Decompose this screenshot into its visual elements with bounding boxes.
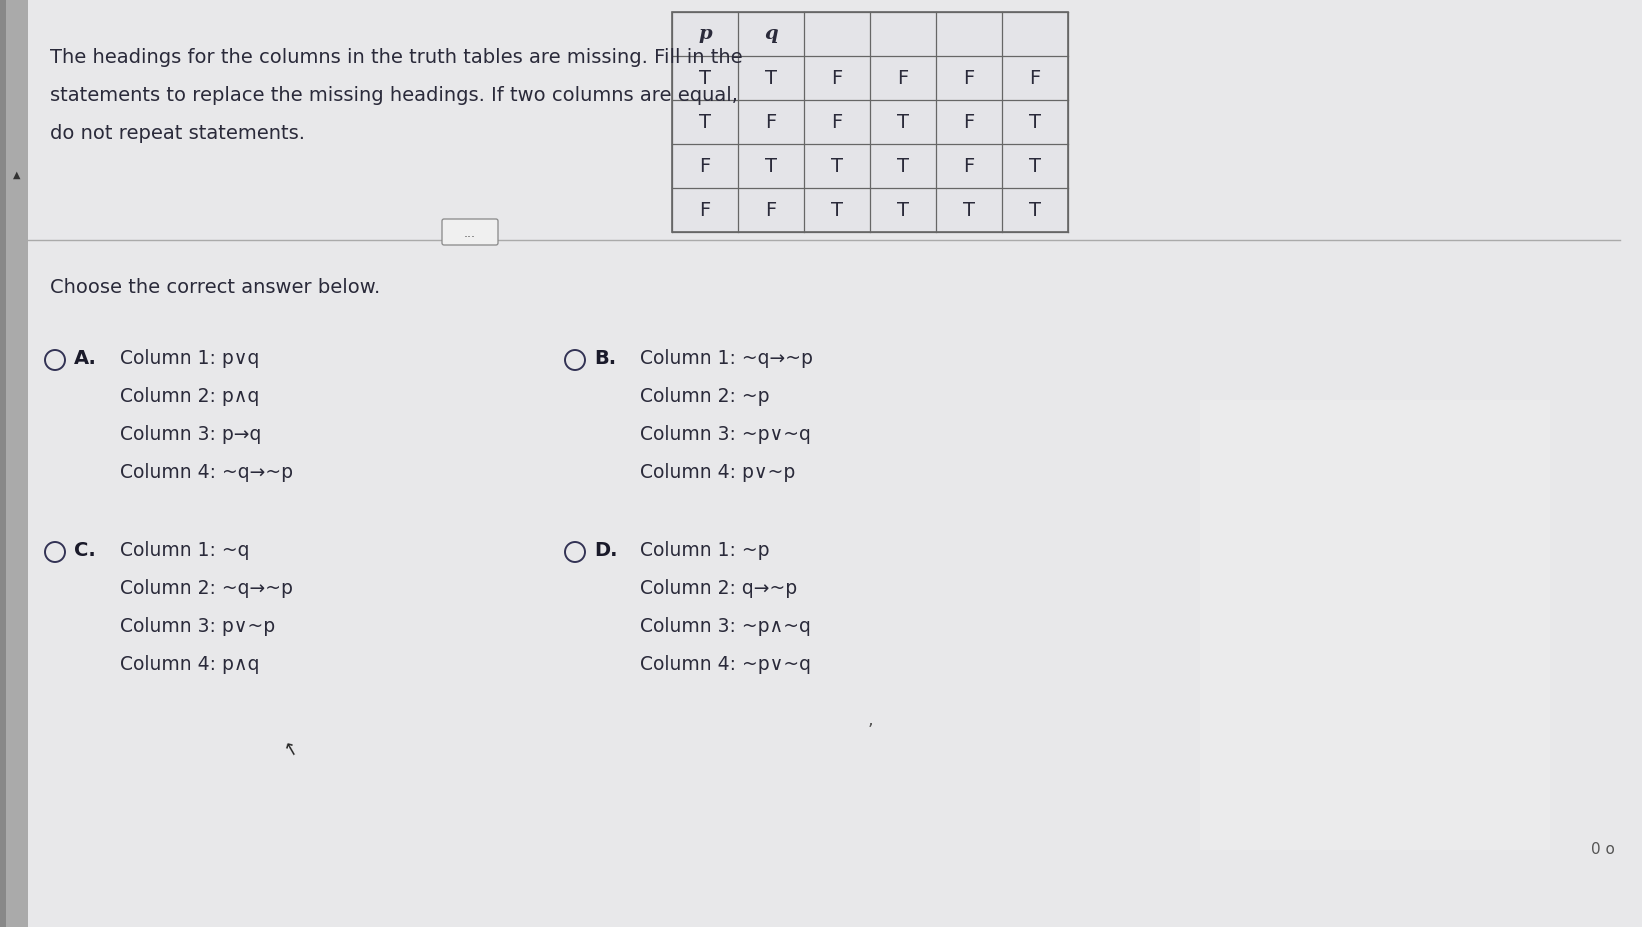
Text: D.: D. [594,541,617,560]
Text: F: F [964,69,975,87]
Text: T: T [897,157,910,175]
Text: Column 3: ~p∧~q: Column 3: ~p∧~q [640,617,811,636]
Text: The headings for the columns in the truth tables are missing. Fill in the: The headings for the columns in the trut… [49,48,742,67]
Bar [7,0,28,927]
Text: T: T [897,200,910,220]
Text: T: T [897,112,910,132]
Text: Column 2: ~p: Column 2: ~p [640,387,770,406]
Text: Column 4: ~q→~p: Column 4: ~q→~p [120,463,292,482]
Text: ,: , [867,711,874,729]
Text: A.: A. [74,349,97,368]
Bar [1200,400,1550,850]
Text: p: p [698,25,713,43]
Text: Column 3: p∨~p: Column 3: p∨~p [120,617,276,636]
Text: Column 1: ~p: Column 1: ~p [640,541,770,560]
Text: do not repeat statements.: do not repeat statements. [49,124,305,143]
Text: Column 2: ~q→~p: Column 2: ~q→~p [120,579,292,598]
Text: F: F [765,112,777,132]
Text: T: T [765,157,777,175]
Text: Column 4: p∧q: Column 4: p∧q [120,655,259,674]
Text: F: F [765,200,777,220]
Text: Column 4: ~p∨~q: Column 4: ~p∨~q [640,655,811,674]
Text: Column 1: ~q: Column 1: ~q [120,541,250,560]
Text: T: T [962,200,975,220]
Text: T: T [1030,200,1041,220]
Text: F: F [831,69,842,87]
Text: ...: ... [465,226,476,239]
FancyBboxPatch shape [442,219,498,245]
Text: B.: B. [594,349,616,368]
Text: T: T [831,157,842,175]
Text: Column 1: p∨q: Column 1: p∨q [120,349,259,368]
Text: ↖: ↖ [281,740,299,761]
Text: statements to replace the missing headings. If two columns are equal,: statements to replace the missing headin… [49,86,737,105]
Text: T: T [699,69,711,87]
Text: Column 1: ~q→~p: Column 1: ~q→~p [640,349,813,368]
Text: Column 2: q→~p: Column 2: q→~p [640,579,796,598]
Text: C.: C. [74,541,95,560]
Text: T: T [831,200,842,220]
Text: T: T [765,69,777,87]
Text: Column 3: p→q: Column 3: p→q [120,425,261,444]
Text: T: T [1030,157,1041,175]
Text: Column 4: p∨~p: Column 4: p∨~p [640,463,795,482]
Text: F: F [699,157,711,175]
Bar [672,12,1067,232]
Text: T: T [1030,112,1041,132]
Text: F: F [699,200,711,220]
Text: F: F [964,112,975,132]
Text: T: T [699,112,711,132]
Bar [0,0,7,927]
Text: q: q [764,25,778,43]
Text: ▲: ▲ [13,170,21,180]
Text: F: F [831,112,842,132]
Text: F: F [964,157,975,175]
Text: Column 2: p∧q: Column 2: p∧q [120,387,259,406]
Text: Choose the correct answer below.: Choose the correct answer below. [49,278,381,297]
Text: Column 3: ~p∨~q: Column 3: ~p∨~q [640,425,811,444]
Text: F: F [898,69,908,87]
Text: F: F [1030,69,1041,87]
Text: 0 o: 0 o [1591,843,1616,857]
